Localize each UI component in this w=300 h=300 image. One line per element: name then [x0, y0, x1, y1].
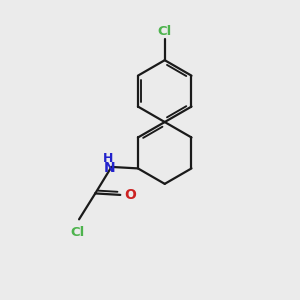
- Text: N: N: [104, 161, 116, 176]
- Text: Cl: Cl: [158, 25, 172, 38]
- Text: H: H: [102, 152, 113, 165]
- Text: Cl: Cl: [70, 226, 85, 239]
- Text: O: O: [124, 188, 136, 202]
